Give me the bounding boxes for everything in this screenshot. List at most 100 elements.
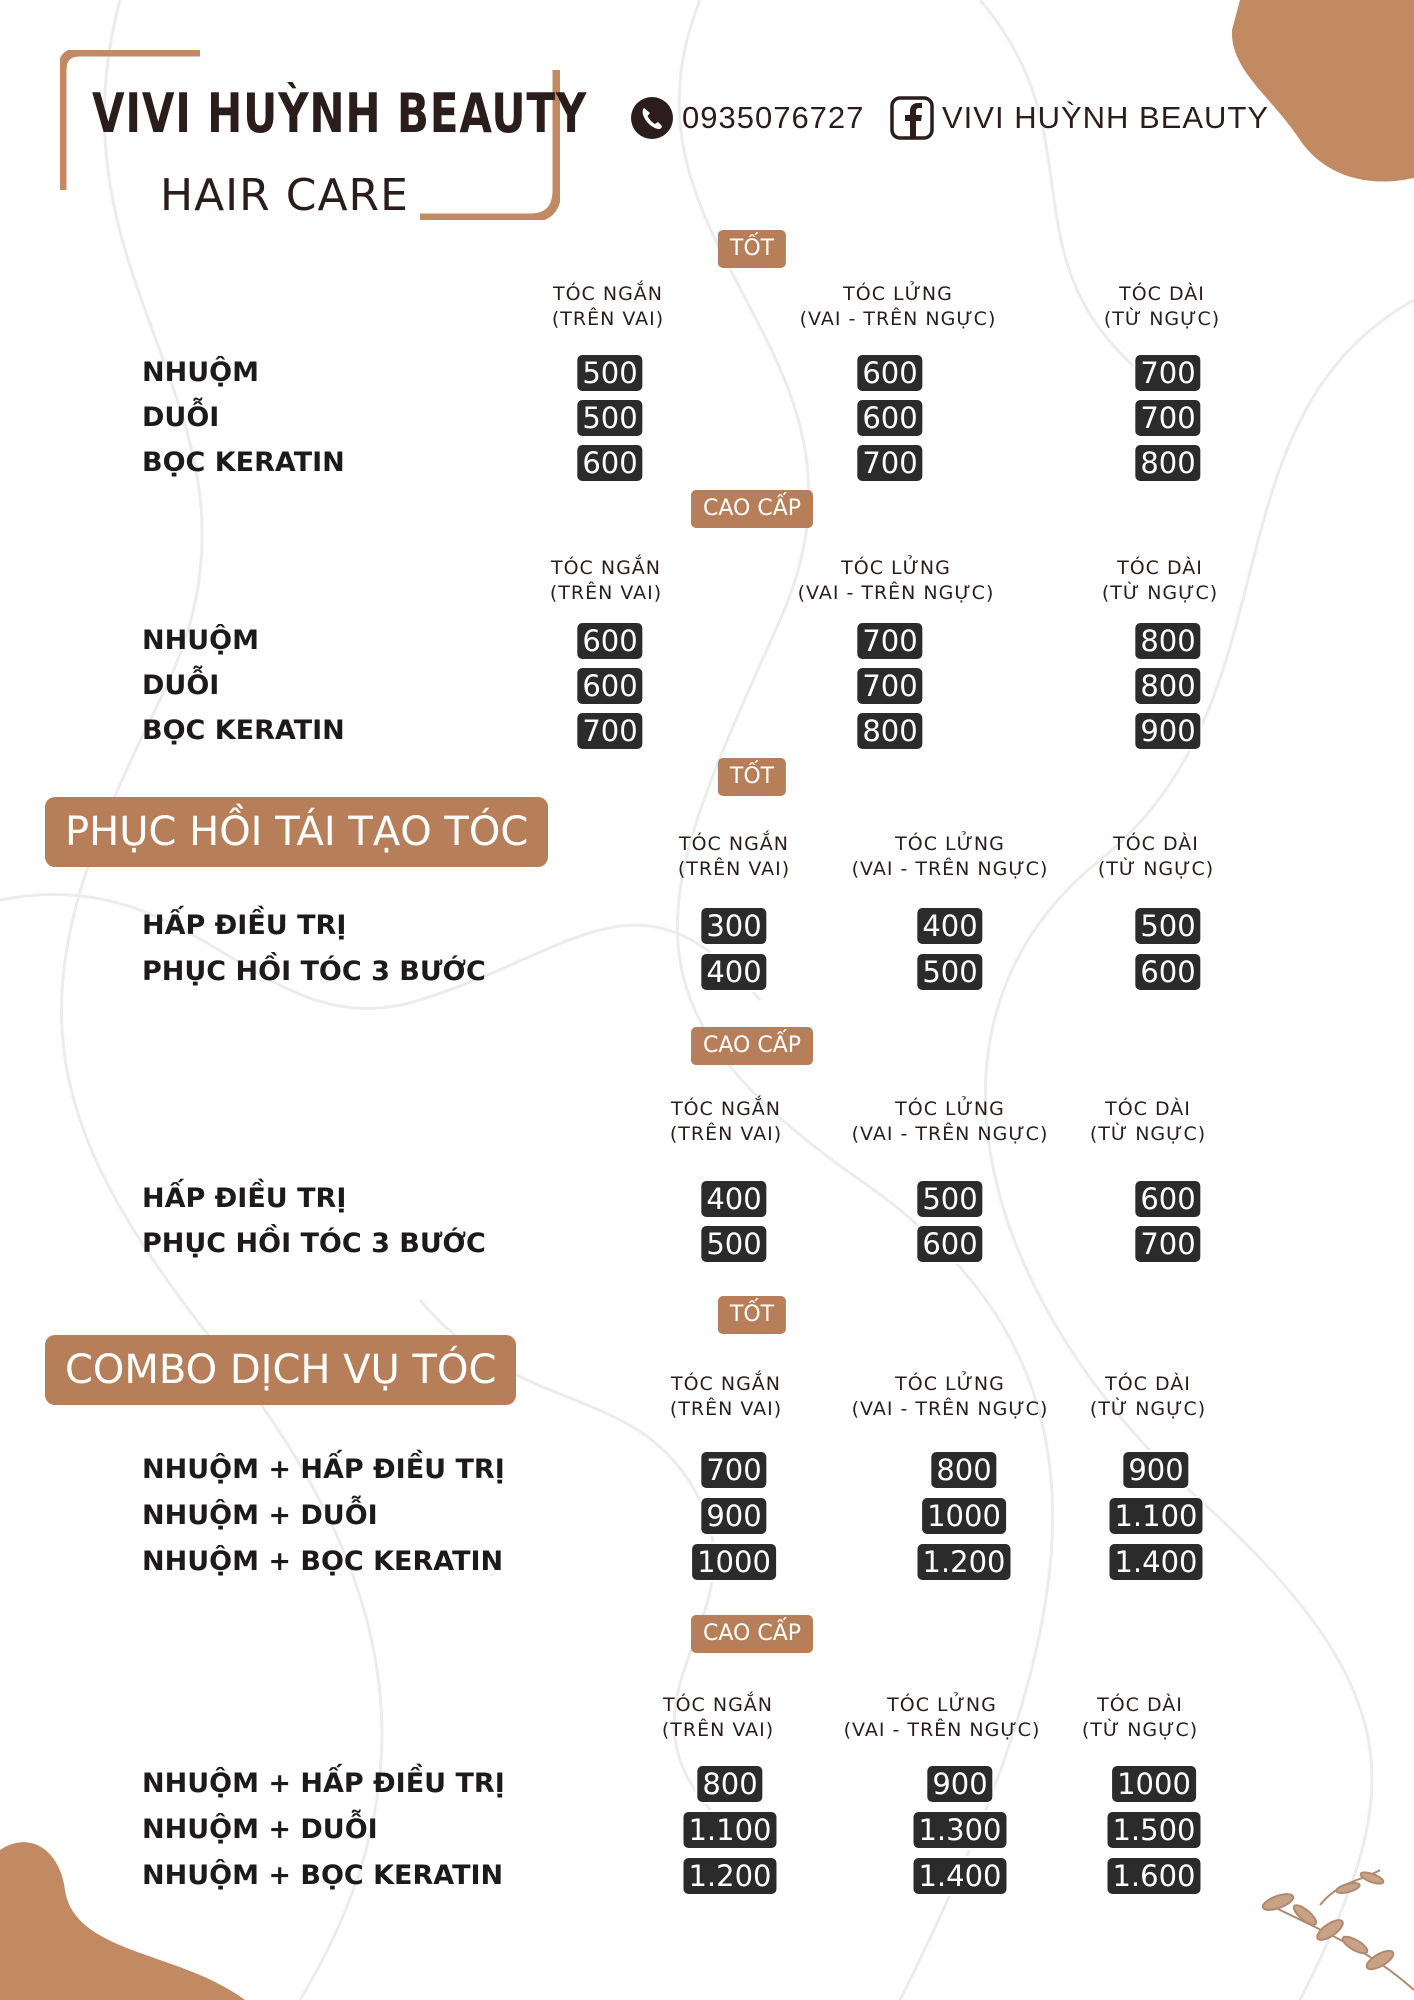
brand-subtitle: HAIR CARE [160,170,409,221]
price-tag-long: 700 [1135,1226,1201,1262]
service-name: HẤP ĐIỀU TRỊ [142,1183,347,1214]
price-tag-long: 900 [1123,1452,1189,1488]
column-header-long: TÓC DÀI (TỪ NGỰC) [1089,1373,1207,1420]
price-tag-long: 1000 [1112,1766,1196,1802]
price-tag-long: 600 [1135,954,1201,990]
price-tag-long: 800 [1135,445,1201,481]
tier-badge: CAO CẤP [690,490,814,528]
column-header-medium: TÓC LỬNG (VAI - TRÊN NGỰC) [799,283,997,330]
column-header-long: TÓC DÀI (TỪ NGỰC) [1097,833,1215,880]
price-tag-long: 600 [1135,1181,1201,1217]
phone-icon [631,97,673,139]
tier-badge: TỐT [717,230,787,268]
column-header-medium: TÓC LỬNG (VAI - TRÊN NGỰC) [851,1373,1049,1420]
price-tag-medium: 1.200 [917,1544,1011,1580]
price-tag-medium: 700 [857,668,923,704]
brand-name: VIVI HUỲNH BEAUTY [92,82,588,145]
service-name: DUỖI [142,402,220,433]
price-tag-long: 800 [1135,668,1201,704]
price-tag-short: 500 [577,355,643,391]
price-tag-medium: 900 [927,1766,993,1802]
facebook-icon [890,96,934,140]
price-tag-medium: 600 [917,1226,983,1262]
tier-badge: TỐT [717,1296,787,1334]
price-tag-short: 700 [701,1452,767,1488]
price-tag-medium: 1.400 [913,1858,1007,1894]
column-header-long: TÓC DÀI (TỪ NGỰC) [1101,557,1219,604]
price-tag-short: 1.200 [683,1858,777,1894]
price-tag-medium: 500 [917,954,983,990]
price-tag-short: 400 [701,1181,767,1217]
service-name: NHUỘM + HẤP ĐIỀU TRỊ [142,1768,505,1799]
price-tag-long: 800 [1135,623,1201,659]
logo-frame [60,50,560,220]
price-tag-short: 700 [577,713,643,749]
facebook-contact[interactable]: VIVI HUỲNH BEAUTY [890,96,1269,140]
price-tag-short: 600 [577,445,643,481]
column-header-short: TÓC NGẮN (TRÊN VAI) [549,557,663,604]
price-tag-long: 1.500 [1107,1812,1201,1848]
service-name: DUỖI [142,670,220,701]
price-tag-short: 1000 [692,1544,776,1580]
corner-blob-top-right [1231,0,1414,182]
price-tag-medium: 700 [857,623,923,659]
price-tag-short: 600 [577,668,643,704]
price-tag-medium: 700 [857,445,923,481]
service-name: NHUỘM + DUỖI [142,1500,378,1531]
tier-badge: CAO CẤP [690,1615,814,1653]
column-header-short: TÓC NGẮN (TRÊN VAI) [551,283,665,330]
price-tag-short: 900 [701,1498,767,1534]
service-name: NHUỘM + HẤP ĐIỀU TRỊ [142,1454,505,1485]
column-header-medium: TÓC LỬNG (VAI - TRÊN NGỰC) [851,1098,1049,1145]
price-tag-long: 500 [1135,908,1201,944]
service-name: PHỤC HỒI TÓC 3 BƯỚC [142,956,486,987]
price-tag-long: 700 [1135,400,1201,436]
price-tag-medium: 1000 [922,1498,1006,1534]
service-name: NHUỘM + DUỖI [142,1814,378,1845]
phone-contact[interactable]: 0935076727 [630,96,864,140]
column-header-short: TÓC NGẮN (TRÊN VAI) [677,833,791,880]
service-name: NHUỘM [142,625,259,656]
column-header-long: TÓC DÀI (TỪ NGỰC) [1089,1098,1207,1145]
price-tag-medium: 600 [857,355,923,391]
column-header-medium: TÓC LỬNG (VAI - TRÊN NGỰC) [797,557,995,604]
price-tag-medium: 400 [917,908,983,944]
price-tag-medium: 1.300 [913,1812,1007,1848]
tier-badge: CAO CẤP [690,1027,814,1065]
column-header-medium: TÓC LỬNG (VAI - TRÊN NGỰC) [851,833,1049,880]
price-tag-short: 1.100 [683,1812,777,1848]
price-tag-long: 1.600 [1107,1858,1201,1894]
service-name: HẤP ĐIỀU TRỊ [142,910,347,941]
tier-badge: TỐT [717,758,787,796]
corner-blob-bottom-left [0,1842,245,2000]
price-tag-short: 600 [577,623,643,659]
column-header-long: TÓC DÀI (TỪ NGỰC) [1103,283,1221,330]
column-header-short: TÓC NGẮN (TRÊN VAI) [669,1373,783,1420]
service-name: NHUỘM + BỌC KERATIN [142,1546,504,1577]
price-tag-long: 1.100 [1109,1498,1203,1534]
facebook-name: VIVI HUỲNH BEAUTY [942,100,1270,135]
price-tag-medium: 500 [917,1181,983,1217]
phone-number: 0935076727 [682,100,865,135]
column-header-long: TÓC DÀI (TỪ NGỰC) [1081,1694,1199,1741]
price-tag-medium: 600 [857,400,923,436]
price-tag-medium: 800 [857,713,923,749]
service-name: NHUỘM + BỌC KERATIN [142,1860,504,1891]
service-name: BỌC KERATIN [142,447,345,478]
price-tag-short: 800 [697,1766,763,1802]
price-tag-short: 500 [701,1226,767,1262]
price-tag-long: 1.400 [1109,1544,1203,1580]
service-name: PHỤC HỒI TÓC 3 BƯỚC [142,1228,486,1259]
column-header-short: TÓC NGẮN (TRÊN VAI) [661,1694,775,1741]
price-tag-long: 900 [1135,713,1201,749]
price-tag-short: 400 [701,954,767,990]
leaf-branch-icon [1261,1869,1414,1991]
section-title-restore: PHỤC HỒI TÁI TẠO TÓC [45,797,549,867]
price-tag-long: 700 [1135,355,1201,391]
column-header-short: TÓC NGẮN (TRÊN VAI) [669,1098,783,1145]
price-tag-short: 300 [701,908,767,944]
section-title-combo: COMBO DỊCH VỤ TÓC [45,1335,517,1405]
price-tag-short: 500 [577,400,643,436]
service-name: NHUỘM [142,357,259,388]
